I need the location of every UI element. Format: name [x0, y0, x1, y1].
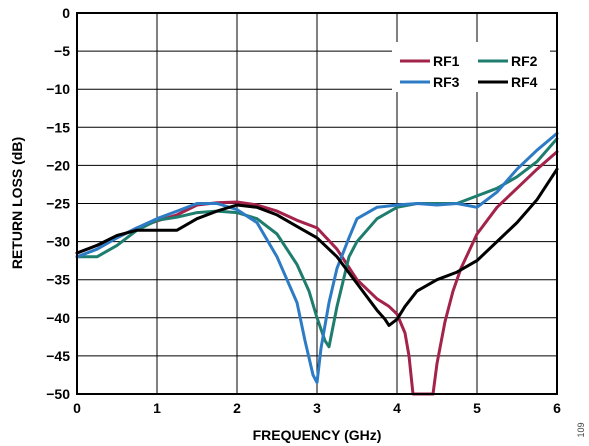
y-tick-label: −40: [46, 310, 70, 326]
x-tick-label: 5: [473, 400, 481, 416]
legend-label-rf4: RF4: [511, 74, 538, 90]
y-tick-labels: 0 −5 −10 −15 −20 −25 −30 −35 −40 −45 −50: [46, 5, 70, 402]
x-tick-label: 2: [233, 400, 241, 416]
y-tick-label: −15: [46, 119, 70, 135]
figure-id: 109: [576, 422, 586, 437]
series-rf3-line: [75, 131, 559, 385]
x-tick-label: 3: [313, 400, 321, 416]
x-tick-labels: 0 1 2 3 4 5 6: [73, 400, 561, 416]
x-tick-label: 4: [393, 400, 401, 416]
x-tick-label: 0: [73, 400, 81, 416]
y-tick-label: −25: [46, 196, 70, 212]
y-tick-label: −45: [46, 348, 70, 364]
y-axis-title: RETURN LOSS (dB): [9, 137, 25, 269]
series-rf2-line: [75, 137, 559, 349]
series-rf4-line: [75, 167, 559, 327]
legend-label-rf2: RF2: [511, 53, 538, 69]
series-lines: [75, 131, 559, 396]
x-axis-title: FREQUENCY (GHz): [253, 427, 382, 443]
legend: RF1 RF2 RF3 RF4: [392, 42, 550, 92]
y-tick-label: 0: [62, 5, 70, 21]
legend-label-rf1: RF1: [433, 53, 460, 69]
plot-frame: [76, 12, 558, 395]
y-tick-label: −35: [46, 272, 70, 288]
x-tick-label: 6: [553, 400, 561, 416]
legend-background: [392, 42, 550, 92]
legend-label-rf3: RF3: [433, 74, 460, 90]
x-tick-label: 1: [153, 400, 161, 416]
y-tick-label: −50: [46, 386, 70, 402]
y-tick-label: −30: [46, 234, 70, 250]
y-tick-label: −20: [46, 157, 70, 173]
y-tick-label: −10: [46, 81, 70, 97]
y-tick-label: −5: [54, 43, 70, 59]
